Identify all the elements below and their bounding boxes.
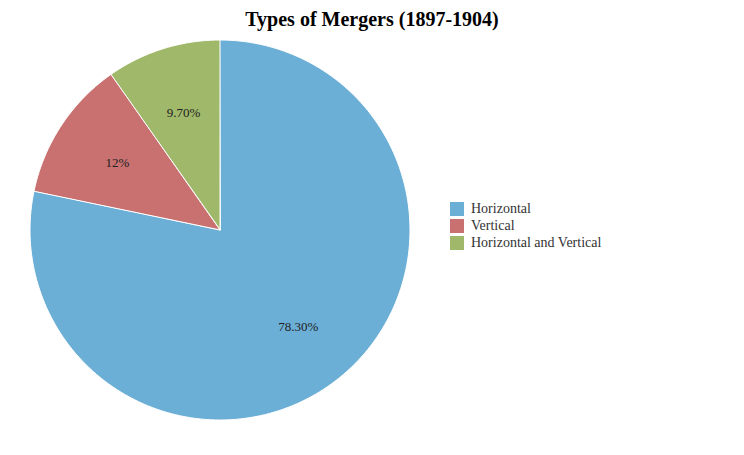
html-text:Types of Mergers (1897-1904): Types of Mergers (1897-1904) [245, 8, 499, 30]
svg-text:9.70%: 9.70% [167, 105, 201, 120]
html-text:Horizontal and Vertical: Horizontal and Vertical [471, 235, 602, 250]
html-text:Horizontal: Horizontal [471, 201, 531, 216]
svg-text:78.30%: 78.30% [278, 319, 318, 334]
svg-text:12%: 12% [106, 155, 130, 170]
html-text:Vertical: Vertical [471, 218, 515, 233]
